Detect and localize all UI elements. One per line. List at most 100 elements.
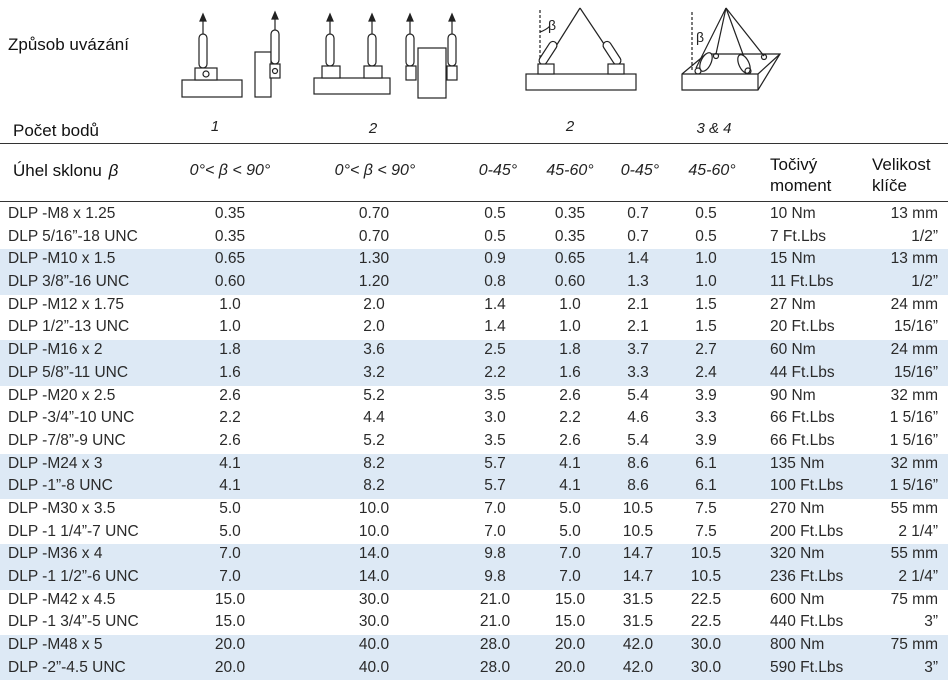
- load-value-cell: 42.0: [622, 658, 654, 676]
- load-value-cell: 2.4: [695, 363, 717, 381]
- load-value-cell: 3.6: [363, 341, 385, 359]
- torque-cell: 590 Ft.Lbs: [770, 658, 844, 676]
- load-value-cell: 0.5: [484, 205, 506, 222]
- angle-col-5: 0-45°: [620, 162, 660, 179]
- load-value-cell: 2.0: [363, 295, 385, 313]
- table-row: DLP 5/16”-18 UNC 0.35 0.70 0.5 0.35 0.7 0.5 7 F…: [0, 227, 948, 250]
- load-value-cell: 0.70: [358, 227, 390, 245]
- load-value-cell: 1.6: [219, 363, 241, 381]
- table-group: DLP -M36 x 4 7.0 14.0 9.8 7.0 14.7 10.5 320 Nm 5…: [0, 544, 948, 590]
- product-name-cell: DLP -M48 x 5: [8, 636, 103, 654]
- load-value-cell: 30.0: [690, 636, 722, 654]
- load-value-cell: 7.0: [219, 545, 241, 563]
- diagram-two-points-angled: β: [525, 7, 637, 91]
- load-value-cell: 3.5: [484, 431, 506, 449]
- load-value-cell: 4.1: [559, 477, 581, 495]
- load-value-cell: 8.6: [627, 454, 649, 472]
- load-value-cell: 2.2: [559, 409, 581, 427]
- load-value-cell: 5.4: [627, 386, 649, 404]
- load-value-cell: 2.7: [695, 341, 717, 359]
- table-row: DLP -1”-8 UNC 4.1 8.2 5.7 4.1 8.6 6.1 100 Ft.Lb…: [0, 476, 948, 499]
- load-value-cell: 20.0: [554, 636, 586, 654]
- table-group: DLP -M10 x 1.5 0.65 1.30 0.9 0.65 1.4 1.0 15 Nm…: [0, 249, 948, 295]
- torque-cell: 236 Ft.Lbs: [770, 568, 844, 585]
- table-row: DLP -1 1/2”-6 UNC 7.0 14.0 9.8 7.0 14.7 10.5 23…: [0, 567, 948, 590]
- load-value-cell: 7.0: [559, 545, 581, 563]
- load-value-cell: 8.2: [363, 454, 385, 472]
- load-value-cell: 3.0: [484, 409, 506, 427]
- table-row: DLP 1/2”-13 UNC 1.0 2.0 1.4 1.0 2.1 1.5 20 Ft.L…: [0, 317, 948, 340]
- load-value-cell: 2.1: [627, 318, 649, 336]
- diagram-beta-label-4: β: [696, 29, 704, 45]
- product-name-cell: DLP -1 1/4”-7 UNC: [8, 522, 139, 540]
- load-value-cell: 0.35: [554, 205, 586, 222]
- wrench-size-cell: 1/2”: [911, 273, 938, 291]
- load-value-cell: 40.0: [358, 658, 390, 676]
- wrench-size-cell: 13 mm: [890, 250, 938, 268]
- load-value-cell: 0.70: [358, 205, 390, 222]
- load-value-cell: 7.5: [695, 522, 717, 540]
- wrench-size-cell: 2 1/4”: [898, 568, 938, 585]
- load-value-cell: 0.5: [695, 205, 717, 222]
- load-value-cell: 0.35: [554, 227, 586, 245]
- diagram-two-points: [313, 12, 458, 99]
- load-value-cell: 10.5: [690, 545, 722, 563]
- product-name-cell: DLP -M16 x 2: [8, 341, 103, 359]
- torque-cell: 27 Nm: [770, 295, 816, 313]
- table-row: DLP -M10 x 1.5 0.65 1.30 0.9 0.65 1.4 1.0 15 Nm…: [0, 249, 948, 272]
- load-value-cell: 3.7: [627, 341, 649, 359]
- load-value-cell: 0.35: [214, 205, 246, 222]
- load-value-cell: 1.4: [484, 295, 506, 313]
- table-group: DLP -M48 x 5 20.0 40.0 28.0 20.0 42.0 30.0 800 …: [0, 635, 948, 681]
- table-row: DLP -1 1/4”-7 UNC 5.0 10.0 7.0 5.0 10.5 7.5 200…: [0, 522, 948, 545]
- torque-cell: 20 Ft.Lbs: [770, 318, 835, 336]
- load-value-cell: 2.6: [219, 431, 241, 449]
- load-value-cell: 7.0: [559, 568, 581, 585]
- product-name-cell: DLP -1 1/2”-6 UNC: [8, 568, 139, 585]
- table-row: DLP 5/8”-11 UNC 1.6 3.2 2.2 1.6 3.3 2.4 44 Ft.L…: [0, 363, 948, 386]
- load-value-cell: 15.0: [214, 613, 246, 631]
- product-name-cell: DLP -M42 x 4.5: [8, 590, 116, 608]
- load-value-cell: 0.5: [695, 227, 717, 245]
- load-value-cell: 6.1: [695, 477, 717, 495]
- wrench-header: Velikost klíče: [872, 155, 931, 195]
- torque-cell: 15 Nm: [770, 250, 816, 268]
- load-value-cell: 2.0: [363, 318, 385, 336]
- product-name-cell: DLP -2”-4.5 UNC: [8, 658, 126, 676]
- load-value-cell: 4.1: [559, 454, 581, 472]
- load-value-cell: 1.4: [627, 250, 649, 268]
- wrench-size-cell: 24 mm: [890, 341, 938, 359]
- load-value-cell: 3.2: [363, 363, 385, 381]
- product-name-cell: DLP 5/8”-11 UNC: [8, 363, 129, 381]
- load-value-cell: 0.9: [484, 250, 506, 268]
- load-value-cell: 15.0: [214, 590, 246, 608]
- table-group: DLP -M16 x 2 1.8 3.6 2.5 1.8 3.7 2.7 60 Nm 24 mm…: [0, 340, 948, 386]
- product-name-cell: DLP -M12 x 1.75: [8, 295, 125, 313]
- torque-cell: 10 Nm: [770, 205, 816, 222]
- table-row: DLP 3/8”-16 UNC 0.60 1.20 0.8 0.60 1.3 1.0 11 F…: [0, 272, 948, 295]
- points-col-1: 1: [210, 118, 220, 135]
- load-value-cell: 42.0: [622, 636, 654, 654]
- table-row: DLP -M42 x 4.5 15.0 30.0 21.0 15.0 31.5 22.5 60…: [0, 590, 948, 613]
- load-value-cell: 0.60: [214, 273, 246, 291]
- torque-cell: 44 Ft.Lbs: [770, 363, 835, 381]
- torque-header: Točivý moment: [770, 155, 832, 195]
- table-row: DLP -7/8”-9 UNC 2.6 5.2 3.5 2.6 5.4 3.9 66 Ft.L…: [0, 431, 948, 454]
- load-value-cell: 2.6: [559, 386, 581, 404]
- product-name-cell: DLP -M30 x 3.5: [8, 499, 116, 517]
- load-value-cell: 1.0: [559, 295, 581, 313]
- load-value-cell: 1.20: [358, 273, 390, 291]
- torque-cell: 90 Nm: [770, 386, 816, 404]
- load-value-cell: 31.5: [622, 613, 654, 631]
- load-value-cell: 0.60: [554, 273, 586, 291]
- load-value-cell: 1.30: [358, 250, 390, 268]
- load-value-cell: 4.6: [627, 409, 649, 427]
- wrench-size-cell: 75 mm: [890, 590, 938, 608]
- table-row: DLP -M24 x 3 4.1 8.2 5.7 4.1 8.6 6.1 135 Nm 32 m…: [0, 454, 948, 477]
- torque-cell: 11 Ft.Lbs: [770, 273, 834, 291]
- load-value-cell: 1.0: [695, 273, 717, 291]
- torque-cell: 200 Ft.Lbs: [770, 522, 844, 540]
- header-rule-top: [0, 143, 948, 144]
- table-row: DLP -M12 x 1.75 1.0 2.0 1.4 1.0 2.1 1.5 27 Nm 24…: [0, 295, 948, 318]
- table-group: DLP -M12 x 1.75 1.0 2.0 1.4 1.0 2.1 1.5 27 Nm 24…: [0, 295, 948, 340]
